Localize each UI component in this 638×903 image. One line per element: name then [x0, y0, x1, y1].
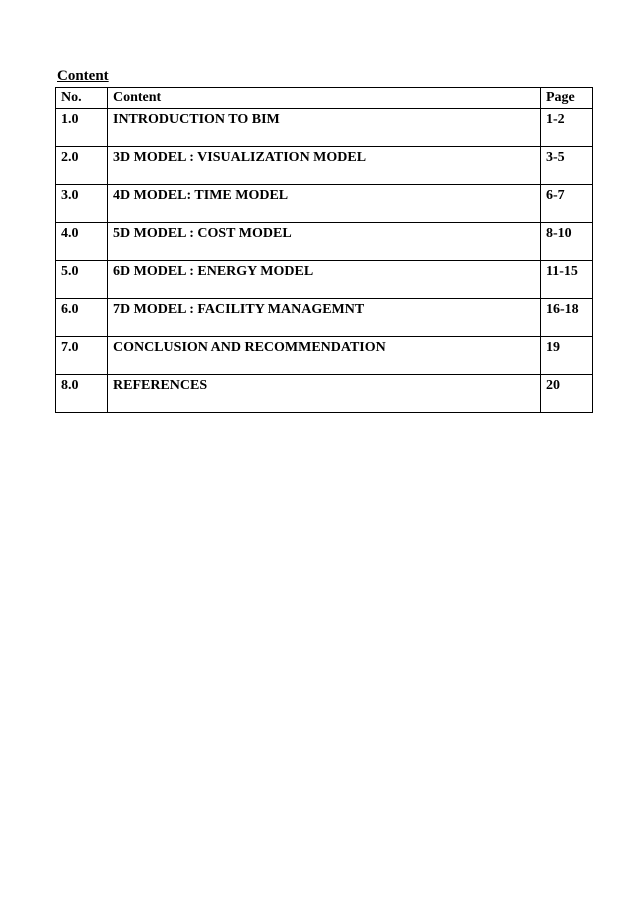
table-row: 8.0 REFERENCES 20 [56, 375, 593, 413]
cell-no: 2.0 [56, 147, 108, 185]
cell-no: 6.0 [56, 299, 108, 337]
cell-content: 3D MODEL : VISUALIZATION MODEL [108, 147, 541, 185]
cell-no: 5.0 [56, 261, 108, 299]
table-header-page: Page [541, 88, 593, 109]
table-row: 2.0 3D MODEL : VISUALIZATION MODEL 3-5 [56, 147, 593, 185]
table-row: 6.0 7D MODEL : FACILITY MANAGEMNT 16-18 [56, 299, 593, 337]
content-table: No. Content Page 1.0 INTRODUCTION TO BIM… [55, 87, 593, 413]
table-row: 5.0 6D MODEL : ENERGY MODEL 11-15 [56, 261, 593, 299]
table-header-row: No. Content Page [56, 88, 593, 109]
cell-no: 1.0 [56, 109, 108, 147]
cell-no: 3.0 [56, 185, 108, 223]
table-row: 3.0 4D MODEL: TIME MODEL 6-7 [56, 185, 593, 223]
table-header-content: Content [108, 88, 541, 109]
cell-content: 7D MODEL : FACILITY MANAGEMNT [108, 299, 541, 337]
table-row: 4.0 5D MODEL : COST MODEL 8-10 [56, 223, 593, 261]
cell-page: 3-5 [541, 147, 593, 185]
table-row: 7.0 CONCLUSION AND RECOMMENDATION 19 [56, 337, 593, 375]
cell-page: 11-15 [541, 261, 593, 299]
cell-page: 8-10 [541, 223, 593, 261]
cell-content: 4D MODEL: TIME MODEL [108, 185, 541, 223]
cell-page: 6-7 [541, 185, 593, 223]
page-title: Content [57, 68, 593, 85]
table-header-no: No. [56, 88, 108, 109]
cell-content: INTRODUCTION TO BIM [108, 109, 541, 147]
cell-content: 5D MODEL : COST MODEL [108, 223, 541, 261]
cell-page: 20 [541, 375, 593, 413]
cell-page: 16-18 [541, 299, 593, 337]
cell-content: REFERENCES [108, 375, 541, 413]
cell-content: 6D MODEL : ENERGY MODEL [108, 261, 541, 299]
cell-no: 7.0 [56, 337, 108, 375]
cell-page: 1-2 [541, 109, 593, 147]
cell-no: 4.0 [56, 223, 108, 261]
cell-no: 8.0 [56, 375, 108, 413]
cell-page: 19 [541, 337, 593, 375]
table-row: 1.0 INTRODUCTION TO BIM 1-2 [56, 109, 593, 147]
cell-content: CONCLUSION AND RECOMMENDATION [108, 337, 541, 375]
